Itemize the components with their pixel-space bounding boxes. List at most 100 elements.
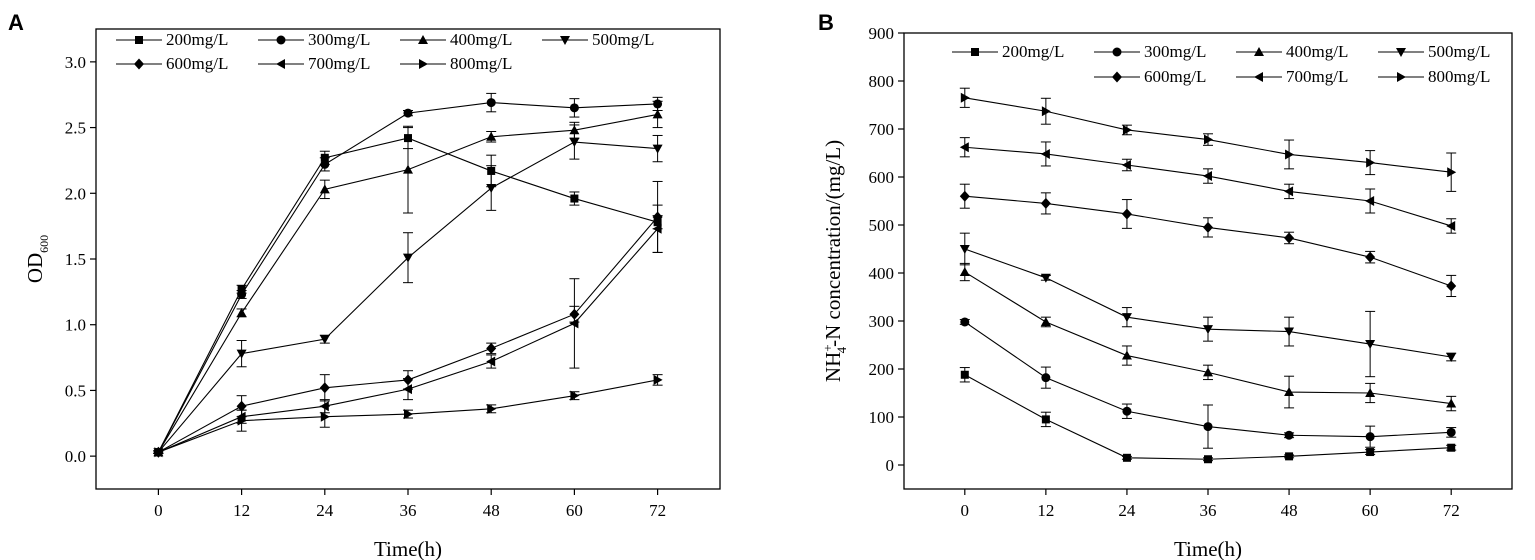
data-point	[236, 307, 247, 317]
series-800mg-L	[153, 374, 663, 458]
data-point	[1122, 453, 1131, 462]
data-point	[1041, 415, 1050, 424]
data-point	[1122, 406, 1132, 416]
data-point	[403, 108, 413, 118]
data-point	[1284, 430, 1294, 440]
legend-label: 200mg/L	[1002, 42, 1064, 61]
y-axis-label-main: NH	[821, 352, 845, 382]
legend-item: 200mg/L	[116, 30, 228, 49]
series-800mg-L	[959, 87, 1457, 192]
y-tick-label: 2.5	[65, 119, 86, 138]
data-point	[1203, 367, 1213, 377]
legend-marker	[276, 35, 286, 45]
data-point	[959, 267, 970, 277]
series-500mg-L	[959, 232, 1457, 378]
y-tick-label: 0	[886, 456, 895, 475]
data-point	[236, 349, 247, 359]
legend-label: 300mg/L	[1144, 42, 1206, 61]
data-point	[1366, 448, 1375, 457]
y-tick-label: 900	[869, 24, 895, 43]
data-point	[959, 190, 970, 202]
y-tick-label: 2.0	[65, 184, 86, 203]
data-point	[1040, 273, 1051, 283]
x-axis-label: Time(h)	[374, 537, 442, 560]
data-point	[1041, 373, 1051, 383]
legend-item: 800mg/L	[400, 54, 512, 73]
data-point	[1284, 387, 1295, 397]
data-point	[403, 253, 413, 263]
data-point	[1365, 340, 1376, 350]
data-point	[320, 411, 330, 422]
data-point	[486, 98, 496, 108]
legend-label: 800mg/L	[1428, 67, 1490, 86]
data-point	[1446, 353, 1457, 362]
data-point	[1284, 186, 1294, 197]
data-point	[1365, 251, 1376, 263]
data-point	[1204, 455, 1212, 464]
legend-item: 600mg/L	[116, 54, 228, 73]
legend-marker	[135, 36, 143, 44]
series-line	[964, 195, 1452, 287]
data-point	[486, 184, 497, 194]
legend-item: 300mg/L	[258, 30, 370, 49]
data-point	[1203, 325, 1213, 335]
panel-letter: A	[8, 10, 24, 35]
y-axis-label-sub: 4	[834, 346, 849, 353]
series-300mg-L	[959, 317, 1457, 449]
legend-item: 400mg/L	[1236, 42, 1348, 61]
legend-label: 600mg/L	[1144, 67, 1206, 86]
data-point	[1447, 443, 1456, 452]
x-tick-label: 24	[316, 501, 334, 520]
x-tick-label: 60	[566, 501, 583, 520]
y-axis-label-main: OD	[23, 253, 47, 283]
data-point	[652, 144, 663, 154]
legend-marker	[1254, 72, 1263, 82]
legend-marker	[419, 59, 428, 69]
legend-marker	[971, 48, 979, 56]
series-600mg-L	[959, 183, 1457, 298]
data-point	[1284, 232, 1295, 244]
legend-item: 200mg/L	[952, 42, 1064, 61]
data-point	[404, 409, 413, 420]
x-tick-label: 48	[1281, 501, 1298, 520]
series-line	[964, 146, 1452, 227]
legend-item: 300mg/L	[1094, 42, 1206, 61]
data-point	[1203, 221, 1213, 233]
legend-item: 500mg/L	[542, 30, 654, 49]
legend-label: 600mg/L	[166, 54, 228, 73]
y-tick-label: 300	[869, 312, 895, 331]
legend-label: 300mg/L	[308, 30, 370, 49]
data-point	[652, 223, 662, 234]
legend-marker	[1112, 71, 1122, 83]
panel-b: B 0 12 24 36 48 60 72 0 100 200 300 400 500 600 700 800 9…	[818, 10, 1513, 560]
x-tick-label: 36	[400, 501, 417, 520]
legend: 200mg/L 300mg/L 400mg/L 500mg/L 600mg/L 700mg…	[952, 42, 1490, 86]
legend: 200mg/L 300mg/L 400mg/L 500mg/L 600mg/L 700mg…	[116, 30, 654, 73]
legend-marker	[560, 36, 570, 45]
x-tick-label: 72	[1443, 501, 1460, 520]
legend-label: 400mg/L	[450, 30, 512, 49]
legend-item: 700mg/L	[1236, 67, 1348, 86]
y-tick-label: 500	[869, 216, 895, 235]
x-tick-label: 60	[1362, 501, 1379, 520]
y-axis-label-suffix: -N concentration/(mg/L)	[821, 140, 845, 347]
data-point	[959, 245, 970, 254]
data-point	[319, 335, 330, 345]
legend-label: 500mg/L	[1428, 42, 1490, 61]
data-point	[960, 370, 969, 379]
panel-letter: B	[818, 10, 834, 35]
data-point	[569, 318, 579, 329]
data-point	[1204, 134, 1213, 145]
data-point	[1040, 197, 1051, 209]
data-point	[1285, 149, 1295, 160]
data-point	[1040, 316, 1051, 326]
legend-item: 700mg/L	[258, 54, 370, 73]
data-point	[1041, 106, 1051, 117]
y-tick-label: 3.0	[65, 53, 86, 72]
data-point	[1121, 160, 1131, 170]
series-500mg-L	[153, 124, 663, 458]
data-point	[1284, 327, 1295, 337]
panel-a: A 0 12 24 36 48 60 72 0.0 0.5 1.0 1.5 2.0 2.5 3.0 Time(…	[8, 10, 721, 560]
data-point	[1122, 124, 1132, 135]
